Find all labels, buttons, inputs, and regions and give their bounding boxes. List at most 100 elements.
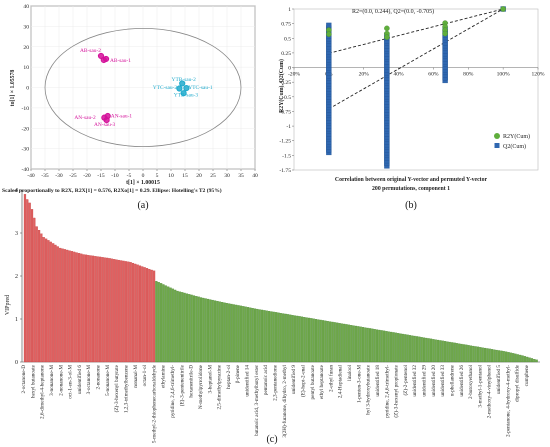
- vip-bar: [204, 298, 207, 363]
- vip-bar: [474, 346, 477, 363]
- vip-category-label: (Z)-3-hexenyl butyrate: [113, 364, 120, 412]
- vip-bar: [380, 330, 383, 363]
- vip-plot-bars: [23, 194, 538, 363]
- vip-bar: [84, 254, 88, 363]
- vip-bar: [458, 343, 461, 363]
- vip-bar: [429, 338, 433, 363]
- vip-bar: [49, 241, 52, 363]
- vip-bar: [310, 318, 313, 363]
- vip-bar: [225, 302, 228, 363]
- vip-bar: [347, 324, 350, 363]
- r2-point: [384, 25, 390, 32]
- vip-bar: [129, 262, 132, 363]
- vip-bar: [176, 290, 179, 363]
- vip-category-label: (E)-3-pentenenitrile: [178, 364, 185, 406]
- vip-bar: [218, 301, 221, 363]
- score-point-label: AN-sau-3: [94, 122, 116, 128]
- vip-category-label: unidentified 5: [495, 365, 502, 394]
- vip-bar: [178, 291, 181, 363]
- score-x-tick-label: -30: [55, 173, 63, 179]
- vip-bar: [246, 307, 250, 363]
- vip-bar: [451, 342, 454, 363]
- vip-bar: [415, 336, 419, 363]
- vip-y-tick-label: 2: [15, 274, 18, 280]
- vip-category-label: unidentified 18: [374, 365, 381, 397]
- vip-bar: [305, 317, 308, 363]
- vip-category-label: pentyl butanoate: [310, 364, 316, 399]
- vip-bar: [106, 257, 109, 363]
- vip-bar: [82, 254, 85, 363]
- vip-bar: [528, 357, 531, 363]
- vip-category-label: unidentified 9: [290, 365, 297, 394]
- vip-bar: [446, 341, 449, 363]
- vip-bar: [404, 334, 407, 363]
- score-point-ytc-sau-1: [183, 85, 190, 92]
- vip-category-label: 2-ethyl furan: [327, 365, 334, 392]
- r2-point: [442, 30, 448, 37]
- vip-bar: [115, 259, 118, 363]
- permutation-plot-annotation: R2=(0.0, 0.244), Q2=(0.0, -0.705): [352, 8, 434, 15]
- vip-bar: [70, 251, 74, 363]
- score-y-tick-label: 10: [23, 65, 29, 71]
- vip-category-label: (E)-hept-2-enal: [299, 364, 306, 397]
- vip-category-label: 2,3-pentanedione: [273, 364, 279, 401]
- vip-bar: [326, 321, 329, 363]
- score-x-tick-label: -20: [83, 173, 91, 179]
- vip-category-label: 2-octanone-D: [21, 365, 27, 394]
- vip-bar: [61, 248, 64, 363]
- vip-bar: [52, 243, 55, 363]
- vip-category-label: ethyl heptanoate: [319, 364, 325, 399]
- score-plot-caption: Scaled proportionally to R2X, R2X[1] = 0…: [2, 187, 222, 194]
- permutation-plot-legend: R2Y(Cum) Q2(Cum): [494, 133, 530, 150]
- vip-bar: [150, 269, 153, 363]
- vip-bar: [141, 266, 144, 363]
- r2-point: [326, 31, 332, 37]
- vip-bar: [190, 294, 193, 363]
- vip-bar: [366, 327, 369, 363]
- score-x-tick-label: -40: [27, 173, 35, 179]
- vip-bar: [66, 249, 69, 363]
- vip-bar: [174, 289, 177, 363]
- vip-bar: [101, 257, 104, 363]
- vip-bar: [260, 309, 264, 363]
- vip-category-label: unidentified 20: [430, 365, 437, 397]
- vip-bar: [382, 330, 386, 363]
- legend-r2-marker: [494, 133, 500, 139]
- perm-y-tick-label: 0.25: [281, 51, 291, 57]
- hotelling-ellipse: [44, 28, 242, 147]
- vip-bar: [155, 281, 158, 363]
- vip-bar: [265, 310, 268, 363]
- vip-bar: [397, 333, 400, 363]
- score-plot-x-label: t[1] × 1.00015: [126, 180, 160, 186]
- vip-bar: [56, 246, 59, 363]
- vip-bar: [526, 356, 529, 363]
- permutation-plot-q2-points: [326, 6, 506, 169]
- vip-category-label: 2-nonanone-M: [58, 365, 64, 396]
- perm-x-tick-label: 120%: [531, 72, 544, 78]
- vip-bar: [343, 323, 346, 363]
- vip-bar: [195, 296, 198, 363]
- vip-bar: [373, 329, 376, 363]
- vip-bar: [331, 321, 334, 363]
- permutation-plot-y-label: R2Y(Cum), Q2(Cum): [278, 59, 285, 113]
- vip-bar: [98, 256, 102, 363]
- score-y-tick-label: -30: [22, 147, 30, 153]
- vip-bar: [228, 303, 231, 363]
- vip-bar: [91, 255, 95, 363]
- vip-bar: [275, 312, 278, 363]
- vip-bar: [427, 338, 430, 363]
- vip-bar: [89, 255, 92, 363]
- vip-bar: [256, 308, 259, 363]
- vip-bar: [408, 335, 411, 363]
- vip-category-label: unidentified 26: [458, 365, 465, 397]
- perm-x-tick-label: 20%: [359, 72, 370, 78]
- vip-bar: [108, 258, 111, 363]
- vip-bar: [251, 308, 254, 363]
- vip-bar: [42, 237, 45, 363]
- score-plot-y-ticks: 40 30 20 10 0 -10 -20 -30 -40: [22, 4, 30, 173]
- score-point-ab-sau-1: [102, 55, 110, 63]
- score-point-ytc-sau-2: [176, 85, 183, 92]
- vip-plot-y-label: VIPpred: [5, 295, 11, 315]
- perm-y-tick-label: -1.25: [279, 139, 291, 145]
- vip-bar: [530, 358, 534, 363]
